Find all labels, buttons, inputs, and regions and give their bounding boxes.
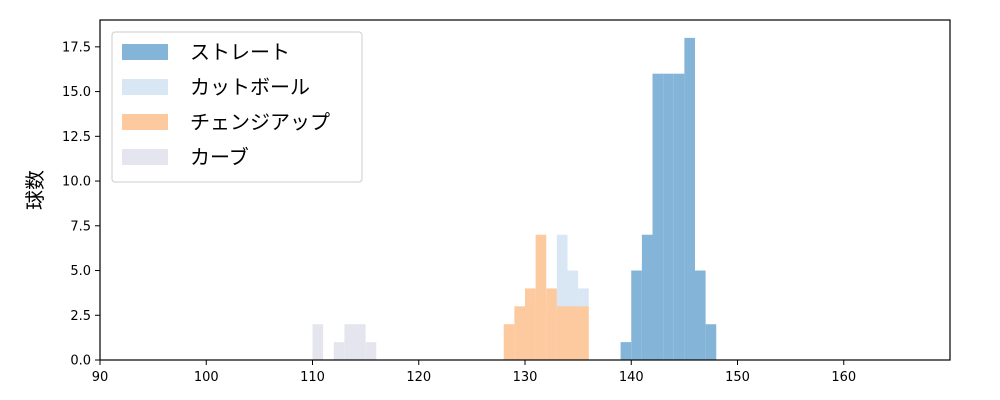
x-axis: 90 100 110 120 130 140 150 160 (92, 360, 856, 385)
y-tick-label: 7.5 (70, 219, 91, 234)
x-tick-label: 110 (300, 370, 325, 385)
bar-series-0-bin-0 (620, 342, 632, 360)
y-tick-label: 10.0 (62, 175, 91, 190)
bar-series-3-bin-2 (333, 342, 345, 360)
bar-series-2-bin-1 (514, 306, 525, 360)
bar-series-3-bin-5 (365, 342, 377, 360)
y-tick-label: 0.0 (70, 354, 91, 369)
legend-swatch (122, 44, 168, 60)
bar-series-0-bin-3 (652, 73, 664, 361)
bar-series-3-bin-4 (355, 324, 366, 360)
histogram-bars (312, 37, 717, 361)
y-axis-label: 球数 (23, 170, 47, 210)
x-tick-label: 100 (194, 370, 219, 385)
bar-series-2-bin-0 (503, 324, 515, 360)
bar-series-1-bin-3 (556, 234, 568, 360)
x-tick-label: 130 (513, 370, 538, 385)
bar-series-0-bin-4 (663, 73, 674, 361)
y-tick-label: 15.0 (62, 85, 91, 100)
bar-series-2-bin-2 (525, 288, 536, 360)
legend-label: カットボール (190, 75, 310, 99)
bar-series-2-bin-5 (556, 306, 568, 360)
legend-label: カーブ (190, 145, 249, 169)
bar-series-2-bin-3 (535, 234, 547, 360)
bar-series-0-bin-7 (695, 270, 706, 360)
y-tick-label: 12.5 (62, 130, 91, 145)
legend-label: チェンジアップ (190, 110, 330, 134)
bar-series-0-bin-6 (684, 37, 695, 360)
legend-swatch (122, 149, 168, 165)
legend-swatch (122, 114, 168, 130)
bar-series-2-bin-4 (546, 288, 557, 360)
y-tick-label: 17.5 (62, 40, 91, 55)
x-tick-label: 160 (831, 370, 856, 385)
bar-series-0-bin-8 (705, 324, 717, 360)
y-axis: 0.0 2.5 5.0 7.5 10.0 12.5 15.0 17.5 (62, 40, 100, 369)
legend-frame (111, 31, 363, 183)
bar-series-2-bin-6 (567, 306, 579, 360)
legend-swatch (122, 79, 168, 95)
y-tick-label: 2.5 (70, 309, 91, 324)
bar-series-3-bin-0 (312, 324, 324, 360)
bar-series-0-bin-2 (641, 234, 653, 360)
x-tick-label: 120 (406, 370, 431, 385)
y-tick-label: 5.0 (70, 264, 91, 279)
x-tick-label: 140 (619, 370, 644, 385)
bar-series-2-bin-7 (578, 306, 589, 360)
x-tick-label: 150 (725, 370, 750, 385)
bar-series-0-bin-5 (673, 73, 685, 361)
x-tick-label: 90 (92, 370, 109, 385)
bar-series-3-bin-3 (344, 324, 355, 360)
legend-label: ストレート (190, 40, 290, 64)
bar-series-0-bin-1 (631, 270, 642, 360)
